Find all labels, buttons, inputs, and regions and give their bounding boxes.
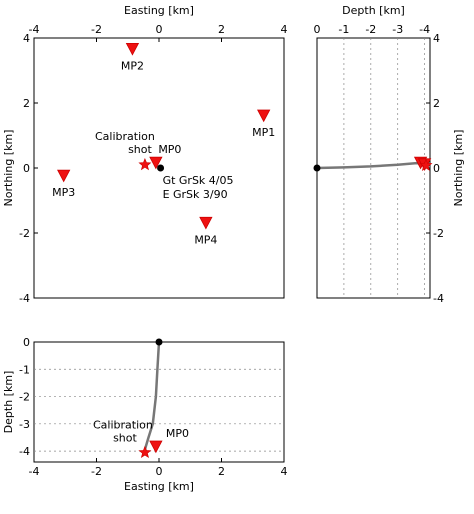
map-y-tick-label: 0 [23,162,30,175]
easting-depth-y-tick-label: -1 [19,363,30,376]
station-marker-mp3 [57,169,71,183]
depth-northing-x-tick-label: -1 [338,23,349,36]
map-y-tick-label: -2 [19,227,30,240]
map-y-tick-label: -4 [19,292,30,305]
easting-depth-y-tick-label: 0 [23,336,30,349]
depth-northing-x-axis-label: Depth [km] [342,4,405,17]
map-y-tick-label: 2 [23,97,30,110]
station-label-mp3: MP3 [52,186,75,199]
depth-northing-x-tick-label: -4 [419,23,430,36]
map-x-tick-label: -4 [29,23,40,36]
map-y-axis-label: Northing [km] [2,130,15,207]
map-x-tick-label: 0 [156,23,163,36]
map-x-tick-label: 4 [281,23,288,36]
station-marker-easting-depth-mp0 [149,440,163,454]
station-marker-mp1 [257,109,271,123]
easting-depth-x-tick-label: 0 [156,465,163,478]
station-label-mp2: MP2 [121,59,144,72]
calibration-shot-marker [138,158,152,171]
station-label-easting-depth-mp0: MP0 [166,427,189,440]
calibration-shot-label-easting-depth-line2: shot [113,431,137,444]
easting-depth-y-tick-label: -4 [19,445,30,458]
station-marker-mp2 [125,42,140,56]
station-label-mp4: MP4 [194,233,217,246]
easting-depth-x-tick-label: -4 [29,465,40,478]
calibration-shot-marker-depth-northing [419,158,433,171]
well-label-line1: Gt GrSk 4/05 [163,174,234,187]
depth-northing-x-tick-label: 0 [314,23,321,36]
station-label-mp1: MP1 [252,126,275,139]
depth-northing-y-tick-label: 2 [433,97,440,110]
map-x-tick-label: -2 [91,23,102,36]
depth-northing-y-tick-label: 4 [433,32,440,45]
depth-northing-y-tick-label: 0 [433,162,440,175]
station-marker-mp0 [149,156,163,170]
easting-depth-x-tick-label: -2 [91,465,102,478]
map-x-tick-label: 2 [218,23,225,36]
depth-northing-x-tick-label: -3 [392,23,403,36]
map-y-tick-label: 4 [23,32,30,45]
wellhead-marker [157,164,165,172]
easting-depth-y-tick-label: -3 [19,418,30,431]
map-x-axis-label: Easting [km] [124,4,194,17]
easting-depth-y-axis-label: Depth [km] [2,371,15,434]
easting-depth-x-tick-label: 2 [218,465,225,478]
depth-northing-y-tick-label: -4 [433,292,444,305]
calibration-shot-label-easting-depth-line1: Calibration [93,418,153,431]
easting-depth-x-tick-label: 4 [281,465,288,478]
easting-depth-y-tick-label: -2 [19,391,30,404]
depth-northing-y-tick-label: -2 [433,227,444,240]
station-label-mp0: MP0 [158,143,181,156]
well-label-line2: E GrSk 3/90 [163,188,228,201]
wellhead-marker-depth-northing [313,164,321,172]
calibration-shot-label-line2: shot [128,143,152,156]
calibration-shot-marker-easting-depth [138,445,152,458]
well-trajectory-easting-depth [143,341,161,451]
depth-northing-y-axis-label: Northing [km] [452,130,465,207]
depth-northing-x-tick-label: -2 [365,23,376,36]
calibration-shot-label-line1: Calibration [95,130,155,143]
well-trajectory-depth-northing [316,161,427,170]
station-marker-mp4 [199,216,213,230]
wellhead-marker-easting-depth [155,338,163,346]
easting-depth-x-axis-label: Easting [km] [124,480,194,493]
